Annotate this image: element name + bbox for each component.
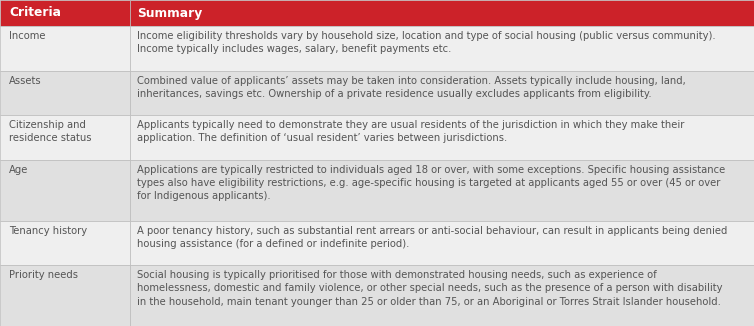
Bar [130, 0, 754, 26]
Text: Summary: Summary [137, 7, 202, 20]
Text: Age: Age [9, 165, 29, 175]
Text: Applications are typically restricted to individuals aged 18 or over, with some : Applications are typically restricted to… [137, 165, 725, 201]
Text: Priority needs: Priority needs [9, 270, 78, 280]
Text: Tenancy history: Tenancy history [9, 226, 87, 236]
Text: Income eligibility thresholds vary by household size, location and type of socia: Income eligibility thresholds vary by ho… [137, 31, 716, 54]
Text: Applicants typically need to demonstrate they are usual residents of the jurisdi: Applicants typically need to demonstrate… [137, 120, 685, 143]
Bar [130, 265, 754, 326]
Text: A poor tenancy history, such as substantial rent arrears or anti-social behaviou: A poor tenancy history, such as substant… [137, 226, 728, 249]
Bar [130, 70, 754, 115]
Text: Income: Income [9, 31, 45, 41]
Bar [130, 115, 754, 160]
Bar [0, 70, 130, 115]
Bar [130, 160, 754, 221]
Text: Social housing is typically prioritised for those with demonstrated housing need: Social housing is typically prioritised … [137, 270, 722, 306]
Bar [0, 221, 130, 265]
Text: Citizenship and
residence status: Citizenship and residence status [9, 120, 91, 143]
Text: Assets: Assets [9, 76, 41, 86]
Text: Combined value of applicants’ assets may be taken into consideration. Assets typ: Combined value of applicants’ assets may… [137, 76, 686, 99]
Bar [0, 115, 130, 160]
Bar [0, 265, 130, 326]
Bar [0, 26, 130, 70]
Text: Criteria: Criteria [9, 7, 61, 20]
Bar [130, 221, 754, 265]
Bar [0, 0, 130, 26]
Bar [130, 26, 754, 70]
Bar [0, 160, 130, 221]
